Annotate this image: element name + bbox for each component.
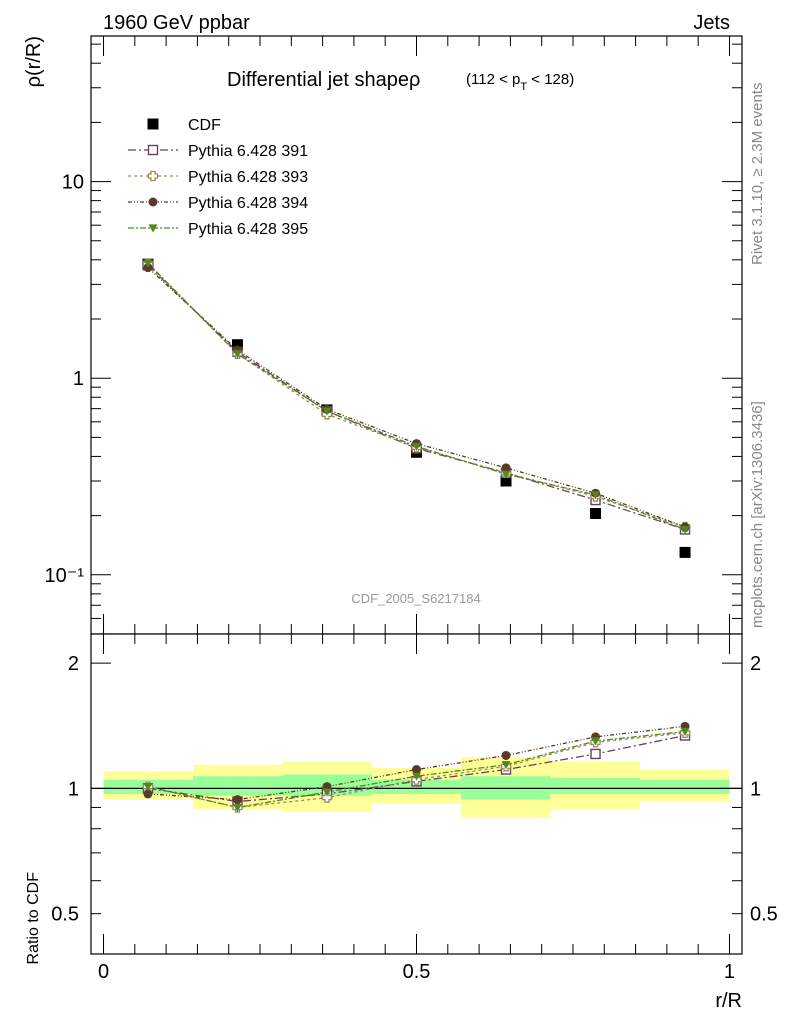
main-title-cut-a: (112 < p	[466, 71, 520, 88]
legend-label-p394: Pythia 6.428 394	[188, 195, 308, 212]
ratio-point-p395	[322, 788, 332, 797]
x-axis-label: r/R	[715, 990, 742, 1012]
point-cdf	[500, 475, 512, 487]
analysis-watermark: CDF_2005_S6217184	[351, 591, 480, 606]
ratio-band-inner	[193, 776, 283, 796]
ratio-point-p393	[321, 792, 333, 803]
ratio-axis-ticks	[91, 634, 742, 955]
ratio-y-axis-label: Ratio to CDF	[25, 872, 42, 965]
point-p395	[232, 350, 242, 359]
ratio-data-points	[142, 721, 691, 813]
rivet-version-label: Rivet 3.1.10, ≥ 2.3M events	[749, 83, 766, 266]
point-p395	[680, 525, 690, 535]
main-title-cut-b: < 128)	[527, 71, 574, 88]
ratio-y-tick-labels: 2 2 1 1 0.5 0.5	[51, 653, 778, 926]
x-tick-label: 0	[98, 961, 109, 983]
legend-label-p395: Pythia 6.428 395	[188, 221, 308, 238]
ratio-point-p395	[680, 727, 690, 737]
main-title-cut-sub: T	[520, 81, 527, 93]
point-p395	[501, 470, 511, 479]
ratio-point-p394	[412, 765, 421, 775]
point-p395	[412, 442, 421, 451]
process-label: Jets	[693, 12, 730, 34]
ratio-point-p391	[590, 748, 601, 760]
point-p395	[322, 407, 332, 416]
legend-label-p393: Pythia 6.428 393	[188, 169, 308, 186]
point-p395	[591, 491, 601, 500]
legend-label-p391: Pythia 6.428 391	[188, 143, 308, 160]
energy-label: 1960 GeV ppbar	[103, 12, 250, 34]
legend-marker-p394	[148, 197, 158, 207]
legend-marker-p393	[147, 170, 159, 182]
ratio-y-tick-label-left: 0.5	[51, 904, 79, 926]
main-axis-ticks	[91, 36, 742, 635]
ratio-point-p395	[591, 737, 601, 746]
mcplots-label: mcplots.cern.ch [arXiv:1306.3436]	[749, 401, 766, 628]
point-p394	[143, 263, 153, 273]
ratio-point-p394	[143, 789, 153, 799]
x-tick-label: 1	[724, 961, 735, 983]
main-y-tick-label: 10	[62, 172, 84, 194]
main-y-tick-labels: 10 1 10⁻¹	[45, 172, 85, 587]
point-cdf	[590, 508, 602, 520]
legend: CDF Pythia 6.428 391 Pythia 6.428 393 Pythi…	[128, 117, 308, 238]
x-tick-label: 0.5	[403, 961, 431, 983]
ratio-point-p394	[501, 750, 511, 760]
point-cdf	[231, 339, 243, 351]
ratio-point-p395	[412, 772, 421, 781]
point-cdf	[679, 546, 691, 558]
legend-marker-p395	[148, 224, 158, 233]
main-title: Differential jet shapeρ	[227, 69, 420, 91]
main-data-points	[142, 258, 691, 558]
ratio-point-p395	[232, 803, 242, 812]
ratio-frame	[90, 633, 743, 955]
main-panel: Differential jet shapeρ (112 < pT < 128)…	[23, 35, 743, 635]
ratio-y-tick-label-right: 0.5	[750, 904, 778, 926]
ratio-y-tick-label-left: 2	[68, 653, 79, 675]
ratio-point-p395	[143, 783, 153, 792]
ratio-point-p394	[232, 795, 242, 805]
ratio-y-tick-label-left: 1	[68, 778, 79, 800]
main-y-axis-label: ρ(r/R)	[23, 36, 45, 87]
main-plot-area	[91, 36, 742, 634]
legend-label-cdf: CDF	[188, 117, 221, 134]
point-p395	[143, 259, 153, 268]
x-tick-labels: 0 0.5 1	[98, 961, 735, 983]
ratio-panel: Ratio to CDF r/R 2 21 10.5 0.5 0 0.5 1	[25, 633, 778, 1012]
ratio-band-inner	[639, 779, 730, 794]
ratio-y-tick-label-right: 2	[750, 653, 761, 675]
ratio-point-p395	[501, 761, 511, 770]
point-p394	[501, 463, 511, 473]
main-title-cut: (112 < pT < 128)	[466, 71, 574, 93]
ratio-band-inner	[372, 779, 461, 794]
main-y-tick-label: 1	[73, 368, 84, 390]
legend-marker-cdf	[147, 118, 159, 130]
main-y-tick-label: 10⁻¹	[45, 565, 85, 587]
ratio-y-tick-label-right: 1	[750, 778, 761, 800]
ratio-band-inner	[550, 777, 640, 794]
legend-marker-p391	[147, 144, 159, 156]
